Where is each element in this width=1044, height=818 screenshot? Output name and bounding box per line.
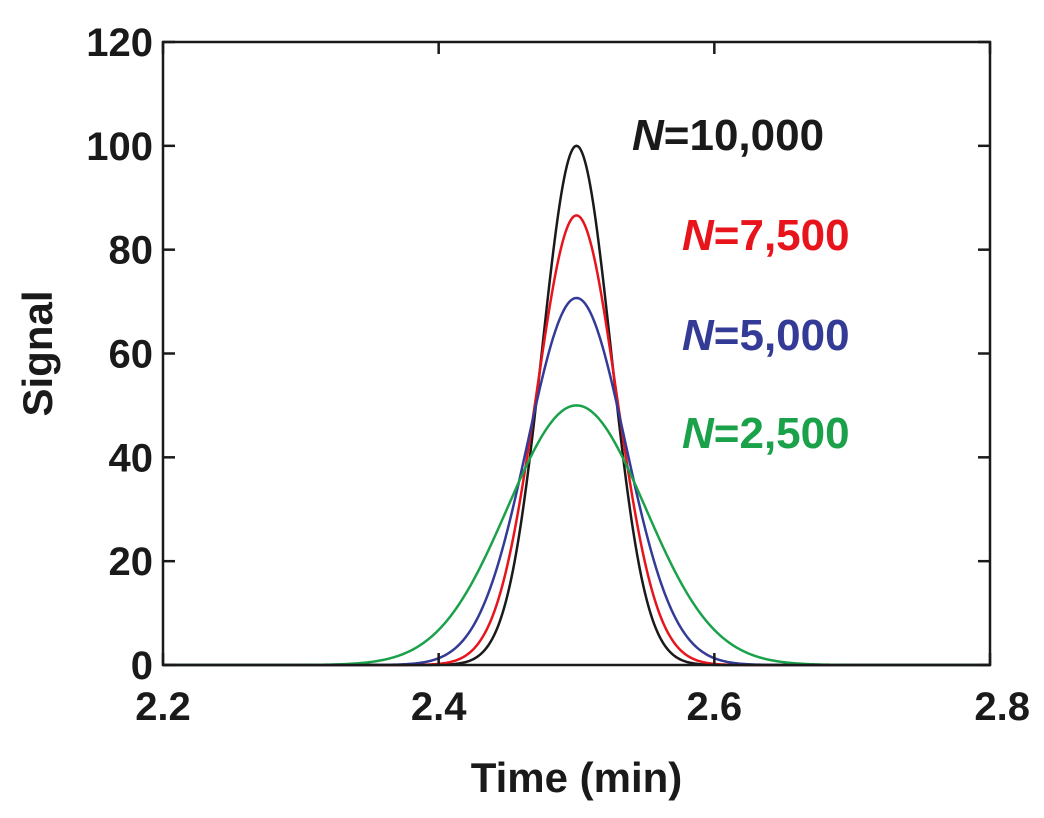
x-tick-label-2: 2.6 (687, 685, 743, 729)
series-line-2 (163, 296, 990, 667)
legend-entry-value: =10,000 (664, 111, 824, 160)
legend-entry-0: N=10,000 (632, 111, 824, 160)
legend-entry-variable: N (632, 111, 665, 160)
legend-entry-variable: N (682, 409, 715, 458)
legend-entry-value: =7,500 (714, 211, 850, 260)
y-tick-label-5: 100 (86, 125, 153, 169)
y-tick-label-6: 120 (86, 21, 153, 65)
legend-entry-variable: N (682, 211, 715, 260)
series-line-3 (163, 404, 990, 667)
legend-entry-1: N=7,500 (682, 211, 850, 260)
legend-entry-variable: N (682, 311, 715, 360)
legend-entry-3: N=2,500 (682, 409, 850, 458)
y-tick-label-2: 40 (109, 436, 154, 480)
y-tick-label-1: 20 (109, 540, 154, 584)
legend-entry-value: =5,000 (714, 311, 850, 360)
series-layer (163, 144, 990, 667)
ticks-layer: 0 20 40 60 80 100 120 2.2 2.4 2.6 2.8 (86, 21, 1030, 729)
y-tick-label-4: 80 (109, 229, 154, 273)
x-tick-label-0: 2.2 (135, 685, 191, 729)
series-line-1 (163, 214, 990, 667)
plot-frame (161, 40, 992, 667)
x-tick-label-3: 2.8 (974, 685, 1030, 729)
x-axis-label: Time (min) (471, 754, 683, 801)
y-tick-label-0: 0 (131, 644, 153, 688)
legend-entry-2: N=5,000 (682, 311, 850, 360)
x-tick-label-1: 2.4 (411, 685, 467, 729)
legend-entry-value: =2,500 (714, 409, 850, 458)
y-tick-label-3: 60 (109, 333, 154, 377)
y-axis-label: Signal (14, 290, 61, 416)
